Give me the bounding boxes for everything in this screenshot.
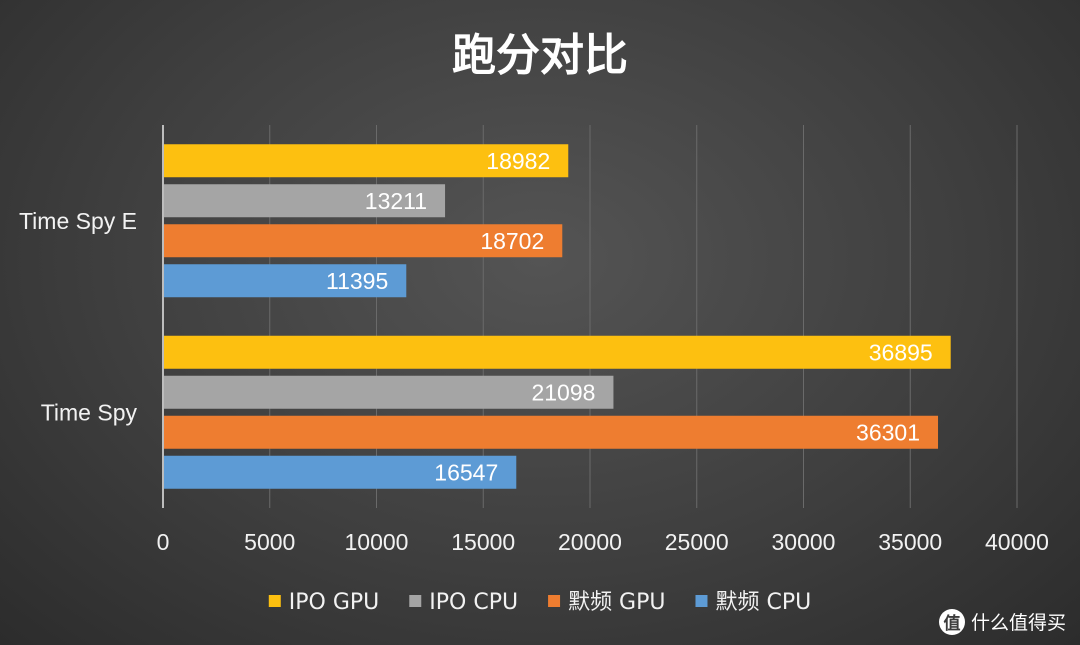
x-tick-label: 25000 [665,529,729,555]
x-tick-label: 15000 [451,529,515,555]
x-tick-label: 30000 [772,529,836,555]
x-tick-labels: 0 5000 10000 15000 20000 25000 30000 35000 40000 [157,529,1049,555]
category-labels: Time Spy E Time Spy [19,208,138,426]
watermark-text: 什么值得买 [970,612,1066,634]
bar-value-label: 18982 [486,148,550,174]
bar [163,224,563,258]
x-tick-label: 5000 [244,529,295,555]
legend-label: 默频 GPU [568,590,665,615]
bar [163,375,614,409]
bar [163,184,446,218]
legend: IPO GPU IPO CPU 默频 GPU 默频 CPU [268,590,811,615]
legend-swatch [548,595,561,607]
bar [163,335,951,369]
bar-value-label: 11395 [326,268,388,294]
x-tick-label: 0 [157,529,170,555]
bar [163,415,939,449]
category-label: Time Spy [41,399,138,425]
bar [163,264,407,298]
bar-value-label: 16547 [434,459,498,485]
gridlines [269,125,1018,508]
x-tick-label: 35000 [878,529,942,555]
chart-title: 跑分对比 [452,30,628,81]
bar-value-label: 36895 [869,339,933,365]
bar-value-label: 13211 [365,188,427,214]
bars [163,144,951,489]
legend-swatch [409,595,422,607]
bar-value-label: 36301 [856,419,920,445]
bar [163,144,569,178]
legend-label: 默频 CPU [715,590,811,615]
bar [163,455,517,489]
legend-label: IPO CPU [429,590,518,615]
x-tick-label: 10000 [345,529,409,555]
legend-label: IPO GPU [289,590,379,615]
x-tick-label: 40000 [985,529,1049,555]
bar-value-label: 18702 [480,228,544,254]
watermark: 值 什么值得买 [938,608,1066,635]
x-tick-label: 20000 [558,529,622,555]
data-labels: 18982 13211 18702 11395 36895 21098 36301 16547 [326,148,933,486]
zhide-logo-icon: 值 [938,608,965,635]
category-label: Time Spy E [19,208,137,234]
legend-swatch [695,595,708,607]
bar-value-label: 21098 [531,379,595,405]
legend-swatch [268,595,281,607]
